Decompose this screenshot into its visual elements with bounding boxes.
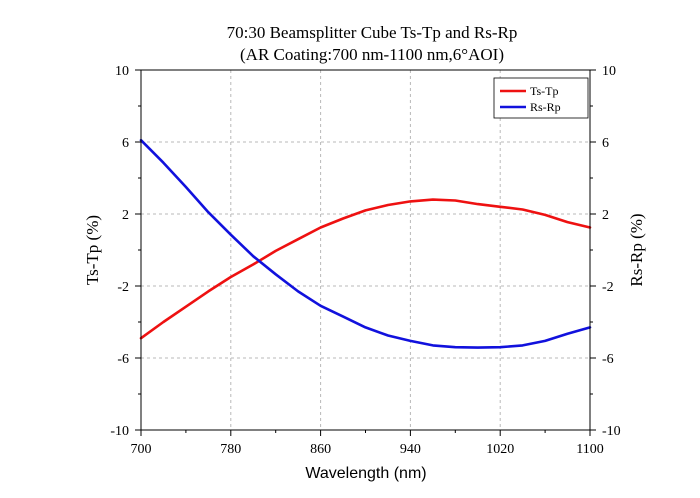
x-tick-label: 860 — [310, 442, 331, 457]
legend-label-ts-tp: Ts-Tp — [530, 84, 559, 98]
y-tick-label-right: 6 — [602, 136, 609, 151]
legend: Ts-Tp Rs-Rp — [493, 77, 589, 119]
y-tick-label-left: -2 — [117, 280, 129, 295]
x-tick-label: 1100 — [576, 442, 603, 457]
x-axis-label: Wavelength (nm) — [305, 465, 426, 482]
x-tick-label: 1020 — [486, 442, 514, 457]
chart-subtitle: (AR Coating:700 nm-1100 nm,6°AOI) — [240, 45, 504, 64]
series-line-rs-rp — [139, 138, 592, 349]
y-tick-label-right: -2 — [602, 280, 614, 295]
legend-box — [493, 77, 589, 119]
y-axis-label-right: Rs-Rp (%) — [627, 213, 646, 286]
plot-frame — [140, 69, 591, 431]
axis-ticks: 700 780 860 940 1020 1100 -10 -10 -6 -6 -2 -2 2 2 6 6 10… — [110, 64, 620, 457]
y-tick-label-left: -6 — [117, 352, 129, 367]
chart-title: 70:30 Beamsplitter Cube Ts-Tp and Rs-Rp — [227, 23, 518, 42]
x-tick-label: 700 — [131, 442, 152, 457]
y-tick-label-left: -10 — [110, 424, 129, 439]
y-tick-label-right: 2 — [602, 208, 609, 223]
grid — [141, 70, 590, 430]
x-tick-label: 780 — [220, 442, 241, 457]
plot-series — [139, 138, 592, 349]
y-tick-label-right: -10 — [602, 424, 621, 439]
y-tick-label-left: 6 — [122, 136, 129, 151]
series-line-ts-tp — [139, 198, 592, 340]
y-tick-label-left: 2 — [122, 208, 129, 223]
y-axis-label-left: Ts-Tp (%) — [83, 215, 102, 285]
y-tick-label-right: -6 — [602, 352, 614, 367]
legend-label-rs-rp: Rs-Rp — [530, 100, 561, 114]
y-tick-label-left: 10 — [115, 64, 129, 79]
x-tick-label: 940 — [400, 442, 421, 457]
y-tick-label-right: 10 — [602, 64, 616, 79]
